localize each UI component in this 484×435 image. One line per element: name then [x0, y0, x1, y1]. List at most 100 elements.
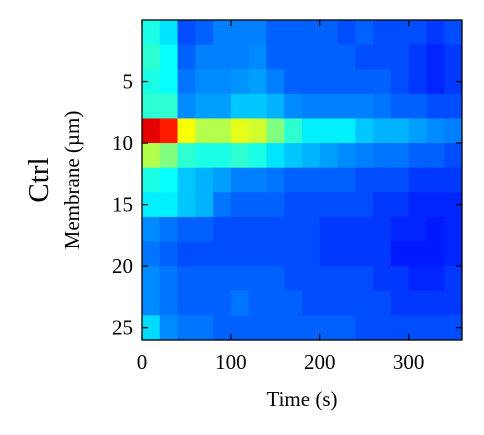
- heatmap-cell: [390, 315, 410, 340]
- heatmap-cell: [319, 44, 339, 70]
- heatmap-cell: [355, 118, 374, 144]
- heatmap-cell: [444, 93, 462, 120]
- heatmap-cell: [302, 241, 321, 267]
- heatmap-cell: [195, 241, 214, 267]
- heatmap-cell: [266, 93, 285, 120]
- heatmap-cell: [159, 192, 179, 218]
- heatmap-cell: [302, 143, 321, 169]
- heatmap-cell: [230, 143, 250, 169]
- heatmap-cell: [390, 266, 410, 292]
- y-tick-label: 20: [112, 254, 133, 278]
- heatmap-cell: [337, 143, 356, 169]
- y-tick-label: 25: [112, 316, 133, 340]
- heatmap-cell: [444, 143, 462, 169]
- heatmap-cell: [159, 93, 179, 120]
- heatmap-cell: [444, 44, 462, 70]
- heatmap-cell: [408, 118, 428, 144]
- heatmap-cell: [319, 290, 339, 316]
- heatmap-cell: [248, 143, 268, 169]
- heatmap-cell: [195, 315, 214, 340]
- heatmap-cell: [248, 241, 268, 267]
- heatmap-cell: [248, 167, 268, 193]
- heatmap-cell: [373, 192, 392, 218]
- heatmap-cell: [230, 167, 250, 193]
- heatmap-cell: [142, 143, 161, 169]
- heatmap-cell: [390, 290, 410, 316]
- y-tick-label: 10: [112, 131, 133, 155]
- heatmap-cell: [284, 290, 303, 316]
- heatmap-cell: [159, 216, 179, 243]
- heatmap-cell: [248, 93, 268, 120]
- heatmap-cell: [337, 69, 356, 95]
- heatmap-cell: [230, 44, 250, 70]
- y-axis: 5 10 15 20 25: [112, 70, 462, 340]
- heatmap-cell: [142, 241, 161, 267]
- heatmap-cell: [213, 93, 232, 120]
- heatmap-cell: [213, 118, 232, 144]
- heatmap-cell: [159, 143, 179, 169]
- heatmap-cell: [408, 44, 428, 70]
- heatmap-cell: [248, 192, 268, 218]
- heatmap-cell: [319, 266, 339, 292]
- heatmap-cell: [373, 143, 392, 169]
- heatmap-cell: [337, 315, 356, 340]
- heatmap-cell: [177, 93, 196, 120]
- heatmap-cell: [302, 44, 321, 70]
- heatmap-cell: [355, 241, 374, 267]
- heatmap-cell: [159, 118, 179, 144]
- heatmap-cell: [426, 44, 445, 70]
- heatmap-cell: [444, 290, 462, 316]
- x-axis-label: Time (s): [267, 387, 338, 411]
- x-tick-label: 300: [393, 350, 425, 374]
- heatmap-cell: [337, 192, 356, 218]
- heatmap-cell: [426, 93, 445, 120]
- heatmap-cell: [159, 315, 179, 340]
- heatmap-cell: [373, 167, 392, 193]
- heatmap-cell: [444, 118, 462, 144]
- heatmap-cell: [142, 290, 161, 316]
- heatmap-cell: [373, 315, 392, 340]
- heatmap-cell: [213, 44, 232, 70]
- heatmap-cell: [408, 290, 428, 316]
- heatmap-cell: [302, 93, 321, 120]
- heatmap-cell: [195, 266, 214, 292]
- heatmap-cell: [444, 241, 462, 267]
- heatmap-cell: [177, 241, 196, 267]
- heatmap-cell: [266, 69, 285, 95]
- heatmap-cell: [390, 143, 410, 169]
- heatmap-cell: [266, 118, 285, 144]
- heatmap-cell: [355, 44, 374, 70]
- heatmap-cell: [408, 216, 428, 243]
- heatmap-cell: [373, 44, 392, 70]
- x-tick-label: 0: [137, 350, 148, 374]
- heatmap-cell: [337, 20, 356, 46]
- heatmap-cell: [248, 290, 268, 316]
- heatmap-cell: [284, 192, 303, 218]
- heatmap-cell: [266, 241, 285, 267]
- heatmap-cell: [319, 20, 339, 46]
- heatmap-cell: [337, 167, 356, 193]
- group-label: Ctrl: [23, 157, 55, 202]
- heatmap-cell: [426, 143, 445, 169]
- heatmap-cell: [390, 69, 410, 95]
- heatmap-cell: [159, 69, 179, 95]
- heatmap-cell: [248, 315, 268, 340]
- heatmap-cell: [408, 241, 428, 267]
- heatmap-cell: [390, 93, 410, 120]
- heatmap-cell: [426, 266, 445, 292]
- heatmap-cell: [159, 290, 179, 316]
- heatmap-cell: [248, 20, 268, 46]
- heatmap-cell: [390, 20, 410, 46]
- heatmap-cell: [408, 93, 428, 120]
- heatmap-cell: [142, 20, 161, 46]
- heatmap-cell: [248, 44, 268, 70]
- heatmap-cell: [408, 167, 428, 193]
- heatmap-cell: [355, 315, 374, 340]
- heatmap-cell: [319, 143, 339, 169]
- heatmap-cell: [266, 20, 285, 46]
- heatmap-cell: [355, 192, 374, 218]
- heatmap-cell: [337, 118, 356, 144]
- heatmap-cell: [142, 216, 161, 243]
- heatmap-cell: [426, 118, 445, 144]
- heatmap-cell: [302, 69, 321, 95]
